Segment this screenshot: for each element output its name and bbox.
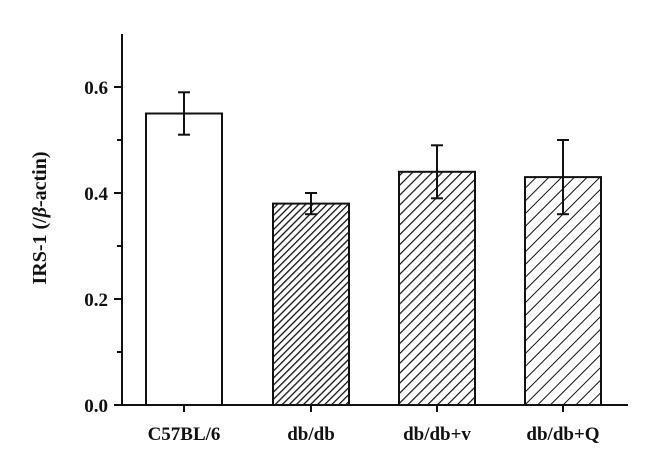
x-tick-label: C57BL/6 (148, 424, 221, 445)
x-tick-label: db/db (287, 424, 335, 445)
y-tick-label: 0.2 (84, 290, 108, 311)
y-axis-title-suffix: -actin) (29, 151, 51, 207)
y-tick-label: 0.6 (84, 78, 108, 99)
x-tick-label: db/db+Q (526, 424, 599, 445)
y-tick-label: 0.4 (84, 184, 108, 205)
error-bars (178, 91, 569, 216)
y-axis-title-prefix: IRS-1 (/ (29, 217, 51, 285)
bar-db-db-v (398, 170, 476, 406)
y-axis-title-greek: β (29, 206, 51, 218)
y-axis-title: IRS-1 (/β-actin) (29, 151, 51, 284)
bar-db-db (272, 202, 350, 406)
y-tick-label: 0.0 (84, 396, 108, 417)
x-tick-label: db/db+v (403, 424, 471, 445)
bars (145, 112, 602, 406)
bar-c57bl-6 (145, 112, 223, 406)
bar-db-db-q (524, 176, 602, 406)
tick-labels: 0.0 0.2 0.4 0.6 C57BL/6 db/db db/db+v db/db+Q (84, 78, 599, 445)
